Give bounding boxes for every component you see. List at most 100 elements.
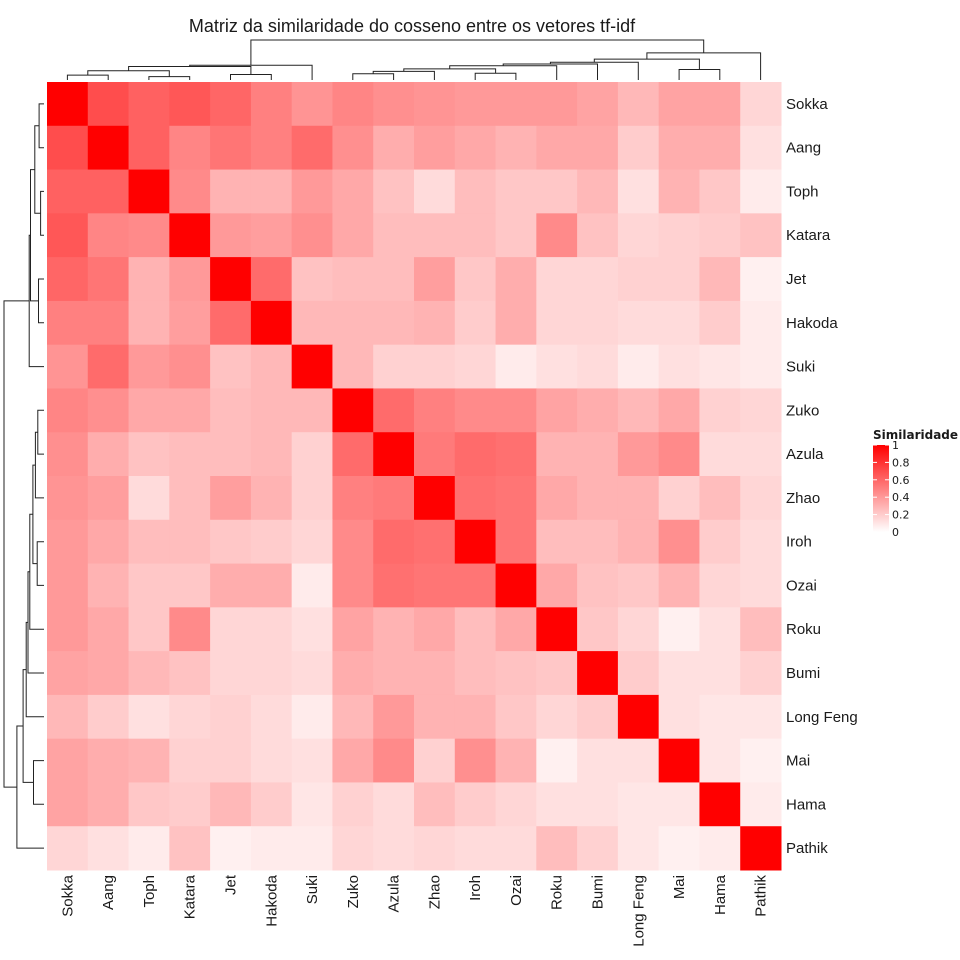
cell-toph-roku	[536, 169, 578, 214]
cell-roku-roku	[536, 607, 578, 652]
cell-iroh-zuko	[332, 519, 374, 565]
cell-ozai-zuko	[332, 563, 374, 608]
cell-zhao-zhao	[414, 476, 456, 521]
cell-toph-toph	[128, 169, 170, 214]
cell-iroh-pathik	[740, 519, 782, 565]
dendrogram-link	[38, 103, 44, 149]
cell-roku-aang	[87, 607, 130, 652]
cell-azula-mai	[658, 432, 700, 477]
column-dendrogram	[66, 39, 762, 80]
cell-azula-long-feng	[617, 432, 660, 477]
cell-pathik-sokka	[47, 826, 89, 871]
legend-tick-label: 1	[892, 439, 899, 452]
cell-hama-mai	[658, 782, 700, 827]
cell-bumi-toph	[128, 651, 170, 696]
chart-title: Matriz da similaridade do cosseno entre …	[189, 16, 636, 36]
cell-katara-aang	[87, 213, 130, 258]
cell-bumi-suki	[291, 651, 333, 696]
legend-ticks: 1 0.8 0.6 0.4 0.2 0	[873, 439, 910, 539]
cell-ozai-long-feng	[617, 563, 660, 608]
cell-hakoda-zhao	[414, 300, 456, 346]
cell-hakoda-aang	[87, 300, 130, 346]
column-label: Toph	[141, 875, 158, 908]
cell-hama-aang	[87, 782, 130, 827]
cell-zuko-jet	[210, 388, 252, 433]
cell-jet-hama	[699, 257, 741, 302]
cell-katara-hakoda	[250, 213, 293, 258]
column-labels: Sokka Aang Toph Katara Jet Hakoda Suki Zuko Azul…	[59, 874, 769, 947]
cell-bumi-ozai	[495, 651, 537, 696]
cell-pathik-bumi	[577, 826, 619, 871]
row-label: Ozai	[786, 577, 817, 594]
cell-toph-suki	[291, 169, 333, 214]
cell-suki-long-feng	[617, 344, 660, 389]
row-label: Roku	[786, 621, 821, 638]
dendrogram-link	[549, 61, 639, 80]
cell-zuko-roku	[536, 388, 578, 433]
cell-zuko-sokka	[47, 388, 89, 433]
cell-ozai-katara	[169, 563, 211, 608]
cell-toph-pathik	[740, 169, 782, 214]
cell-aang-ozai	[495, 125, 537, 171]
cell-zuko-hakoda	[250, 388, 293, 433]
cell-suki-zuko	[332, 344, 374, 389]
cell-toph-bumi	[577, 169, 619, 214]
dendrogram-link	[34, 125, 41, 214]
cell-suki-hama	[699, 344, 741, 389]
cell-azula-roku	[536, 432, 578, 477]
row-label: Zuko	[786, 402, 819, 419]
cell-bumi-katara	[169, 651, 211, 696]
cell-toph-zuko	[332, 169, 374, 214]
cell-aang-long-feng	[617, 125, 660, 171]
cell-ozai-hakoda	[250, 563, 293, 608]
cell-jet-jet	[210, 257, 252, 302]
dendrogram-link	[230, 74, 272, 80]
row-label: Katara	[786, 227, 831, 244]
cell-aang-zuko	[332, 125, 374, 171]
cell-iroh-mai	[658, 519, 700, 565]
cell-zuko-pathik	[740, 388, 782, 433]
cell-katara-katara	[169, 213, 211, 258]
cell-sokka-suki	[291, 82, 333, 127]
cell-azula-iroh	[454, 432, 497, 477]
dendrogram-link	[372, 70, 435, 80]
row-label: Bumi	[786, 665, 820, 682]
cell-mai-toph	[128, 738, 170, 783]
cell-long-feng-ozai	[495, 694, 537, 740]
cell-long-feng-hakoda	[250, 694, 293, 740]
dendrogram-link	[38, 278, 44, 324]
cell-iroh-hama	[699, 519, 741, 565]
dendrogram-link	[3, 300, 30, 788]
cell-zhao-pathik	[740, 476, 782, 521]
cell-zhao-katara	[169, 476, 211, 521]
cell-aang-suki	[291, 125, 333, 171]
column-label: Zuko	[345, 875, 362, 908]
cell-toph-hakoda	[250, 169, 293, 214]
cell-katara-pathik	[740, 213, 782, 258]
cell-mai-sokka	[47, 738, 89, 783]
dendrogram-link	[148, 76, 191, 80]
cell-aang-zhao	[414, 125, 456, 171]
cell-long-feng-suki	[291, 694, 333, 740]
cell-azula-aang	[87, 432, 130, 477]
cell-zhao-suki	[291, 476, 333, 521]
cell-sokka-zuko	[332, 82, 374, 127]
cell-hama-katara	[169, 782, 211, 827]
cell-jet-zuko	[332, 257, 374, 302]
cell-sokka-katara	[169, 82, 211, 127]
cell-hama-roku	[536, 782, 578, 827]
cell-katara-sokka	[47, 213, 89, 258]
cell-katara-jet	[210, 213, 252, 258]
cell-sokka-toph	[128, 82, 170, 127]
cell-long-feng-bumi	[577, 694, 619, 740]
cell-aang-bumi	[577, 125, 619, 171]
cell-bumi-bumi	[577, 651, 619, 696]
column-label: Zhao	[426, 875, 443, 909]
cell-ozai-roku	[536, 563, 578, 608]
cell-zuko-toph	[128, 388, 170, 433]
heatmap-cells	[47, 82, 782, 871]
cell-roku-suki	[291, 607, 333, 652]
cell-aang-pathik	[740, 125, 782, 171]
dendrogram-link	[34, 431, 44, 499]
dendrogram-link	[678, 69, 721, 80]
